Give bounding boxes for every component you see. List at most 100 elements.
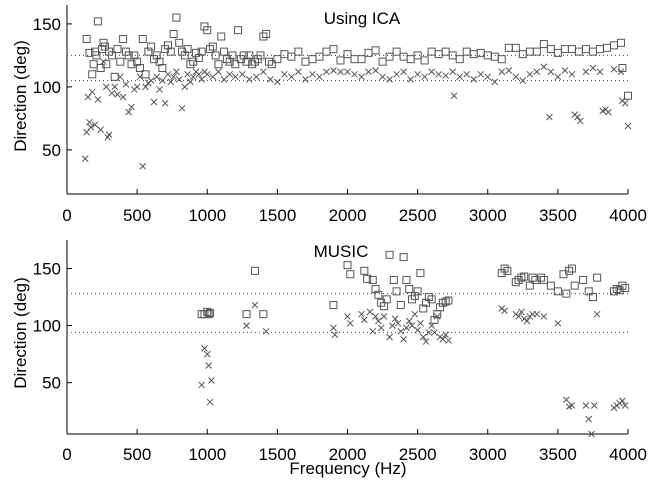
music-x-point — [369, 327, 377, 335]
music-square-point — [553, 287, 562, 296]
ica-square-point — [130, 51, 139, 60]
ica-square-point — [618, 64, 627, 72]
ica-square-point — [127, 60, 136, 69]
ica-square-point — [92, 51, 101, 60]
music-x-point — [360, 316, 368, 324]
ica-square-point — [322, 47, 331, 56]
music-x-tick-label: 1000 — [188, 445, 226, 464]
music-x-point — [198, 381, 205, 389]
ica-square-point — [217, 32, 226, 41]
ica-x-point — [94, 96, 102, 103]
ica-x-point — [540, 63, 548, 71]
ica-x-point — [505, 67, 513, 74]
ica-x-point — [512, 73, 520, 81]
ica-x-point — [136, 73, 144, 81]
music-square-point — [424, 293, 433, 302]
music-x-tick-label: 2500 — [399, 445, 437, 464]
music-square-point — [618, 281, 627, 290]
ica-square-point — [329, 45, 338, 54]
ica-x-point — [105, 131, 113, 139]
ica-x-point — [533, 68, 541, 76]
ica-x-point — [195, 70, 203, 78]
music-x-point — [400, 335, 407, 343]
music-x-point — [515, 313, 522, 320]
music-square-point — [368, 275, 377, 284]
music-square-point — [562, 289, 571, 298]
music-square-point — [374, 290, 383, 299]
ica-square-point — [214, 60, 223, 69]
music-panel-xlabel: Frequency (Hz) — [289, 459, 406, 478]
ica-x-point — [88, 88, 96, 96]
music-square-point — [329, 301, 338, 310]
music-square-point — [438, 298, 447, 307]
music-square-point — [396, 301, 405, 310]
ica-square-point — [206, 45, 215, 54]
music-x-tick-label: 500 — [123, 445, 151, 464]
music-x-point — [619, 397, 626, 405]
music-x-point — [428, 322, 436, 329]
ica-x-point — [226, 70, 234, 78]
ica-square-point — [158, 64, 167, 72]
music-x-point — [433, 313, 441, 320]
ica-x-point — [102, 83, 110, 91]
ica-square-point — [197, 47, 206, 56]
ica-x-point — [323, 68, 330, 76]
music-x-point — [405, 317, 413, 325]
ica-x-point — [546, 113, 553, 121]
ica-square-point — [392, 47, 401, 56]
ica-x-point — [220, 75, 228, 83]
ica-x-point — [365, 68, 372, 76]
ica-square-point — [308, 55, 317, 64]
ica-panel: Using ICA Direction (deg) 0 500 1000 1500 20… — [11, 5, 647, 225]
ica-x-point — [450, 92, 458, 100]
music-x-point — [562, 396, 570, 404]
ica-x-point — [238, 70, 246, 78]
ica-x-point — [209, 73, 217, 81]
ica-x-point — [111, 83, 119, 91]
music-x-point — [375, 317, 382, 325]
ica-square-point — [264, 57, 273, 66]
ica-x-point — [86, 118, 93, 126]
music-x-point — [205, 362, 213, 369]
ica-square-point — [357, 55, 366, 64]
music-x-point — [358, 310, 365, 318]
ica-square-point — [497, 55, 506, 64]
music-y-tick-label: 50 — [42, 374, 61, 393]
ica-square-point — [511, 43, 520, 52]
ica-x-point — [372, 67, 379, 74]
music-square-point — [259, 310, 268, 319]
ica-x-point — [259, 68, 267, 76]
ica-square-point — [378, 57, 387, 66]
ica-x-point — [491, 78, 499, 86]
ica-square-point — [225, 57, 234, 66]
ica-square-point — [239, 51, 248, 60]
ica-square-point — [336, 56, 345, 65]
ica-square-point — [242, 57, 251, 66]
music-x-point — [419, 333, 427, 341]
ica-square-point — [110, 72, 119, 81]
ica-x-point — [173, 68, 180, 76]
music-x-point — [389, 322, 396, 329]
ica-x-point — [435, 70, 443, 78]
ica-x-point — [274, 78, 281, 86]
ica-x-point — [463, 70, 471, 78]
ica-x-point — [605, 108, 612, 116]
ica-square-point — [194, 53, 203, 62]
ica-square-point — [315, 52, 324, 61]
ica-square-point — [116, 57, 125, 66]
music-square-point — [399, 253, 408, 262]
ica-x-point — [498, 68, 506, 76]
music-square-point — [441, 297, 450, 306]
music-x-point — [439, 335, 447, 343]
ica-square-point — [175, 38, 184, 47]
music-x-point — [394, 319, 402, 327]
music-square-point — [593, 273, 602, 282]
ica-x-point — [519, 77, 527, 84]
ica-square-point — [155, 57, 164, 66]
music-x-point — [445, 337, 452, 344]
ica-square-point — [469, 50, 478, 59]
ica-x-point — [122, 81, 130, 88]
ica-square-point — [273, 55, 282, 64]
music-y-tick-label: 150 — [33, 260, 61, 279]
